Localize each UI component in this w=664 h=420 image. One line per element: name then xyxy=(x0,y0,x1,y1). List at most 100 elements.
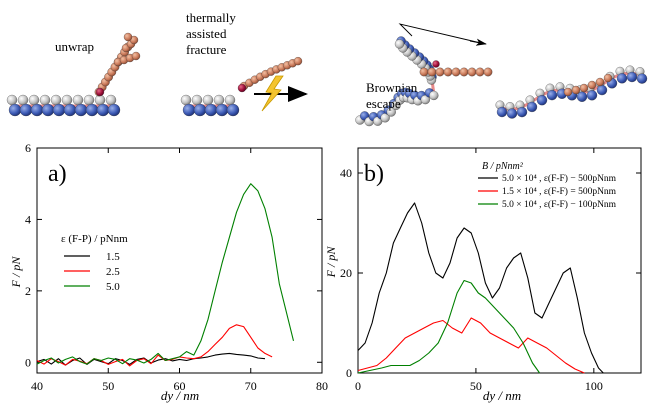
protein-bead xyxy=(52,103,66,117)
panel-a-label: a) xyxy=(48,161,67,187)
protein-bead xyxy=(215,103,229,117)
protein-bead xyxy=(191,94,203,106)
protein-bead xyxy=(496,106,508,118)
polymer-bead xyxy=(131,51,141,61)
protein-bead xyxy=(213,94,225,106)
panel-b-series-line-1 xyxy=(357,317,585,374)
brownian-arrow xyxy=(469,38,487,46)
polymer-bead xyxy=(571,85,581,95)
panel-a-xtick-label: 60 xyxy=(174,379,186,393)
panel-b-xtick-label: 50 xyxy=(470,379,482,393)
protein-bead xyxy=(596,84,608,96)
polymer-bead xyxy=(595,77,605,87)
panel-a-series xyxy=(36,183,295,367)
legend-b-label-1: 1.5 × 10⁴ , ε(F-F) = 500pNnm xyxy=(502,186,617,197)
protein-bead xyxy=(50,94,62,106)
protein-bead xyxy=(516,106,528,118)
protein-bead xyxy=(74,103,88,117)
protein-bead xyxy=(202,94,214,106)
protein-bead xyxy=(226,103,240,117)
panel-b: 0 50 100 0 20 40 b) F / pN dy / nm B / pNnm² … xyxy=(324,147,642,403)
protein-bead xyxy=(28,94,40,106)
polymer-bead xyxy=(587,80,597,90)
panel-a-xtick-label: 40 xyxy=(31,379,43,393)
protein-bead xyxy=(224,94,236,106)
label-thermally: thermally xyxy=(186,10,236,25)
polymer-bead xyxy=(563,87,573,97)
legend-b-label-2: 5.0 × 10⁴ , ε(F-F) − 100pNnm xyxy=(502,199,617,210)
protein-bead xyxy=(526,101,538,113)
protein-bead xyxy=(30,103,44,117)
protein-bead xyxy=(17,94,29,106)
polymer-bead xyxy=(459,67,469,77)
panel-a-ticks: 40 50 60 70 80 0 2 4 6 xyxy=(25,141,328,393)
panel-a-xtick-label: 80 xyxy=(316,379,328,393)
brownian-escape-illustration xyxy=(355,36,493,127)
protein-bead xyxy=(61,94,73,106)
panel-a-xtick-label: 70 xyxy=(245,379,257,393)
legend-a-label-2: 5.0 xyxy=(106,281,120,293)
panel-a-xtick-label: 50 xyxy=(102,379,114,393)
panel-a-series-line-2 xyxy=(36,183,295,365)
protein-bead xyxy=(8,103,22,117)
protein-bead xyxy=(626,71,638,83)
label-fracture: fracture xyxy=(186,42,227,57)
panel-a-ytick-label: 6 xyxy=(25,141,31,155)
protein-bead xyxy=(180,94,192,106)
label-assisted: assisted xyxy=(186,26,227,41)
panel-b-frame xyxy=(357,147,642,374)
panel-a-ytick-label: 2 xyxy=(25,284,31,298)
panel-b-series xyxy=(357,202,604,374)
legend-a-label-1: 2.5 xyxy=(106,266,120,278)
polymer-bead xyxy=(419,67,429,77)
polymer-bead xyxy=(579,83,589,93)
protein-bead xyxy=(19,103,33,117)
protein-bead xyxy=(39,94,51,106)
anchor-bead xyxy=(95,87,105,97)
panel-b-series-line-0 xyxy=(357,202,604,374)
panel-b-ticks: 0 50 100 0 20 40 xyxy=(340,148,641,393)
panel-b-xlabel: dy / nm xyxy=(483,388,521,403)
protein-bead xyxy=(576,91,588,102)
label-escape: escape xyxy=(366,96,401,111)
protein-bead xyxy=(636,73,648,84)
protein-bead xyxy=(616,73,628,84)
protein-bead xyxy=(94,94,106,106)
protein-bead xyxy=(41,103,55,117)
panel-b-series-line-2 xyxy=(357,279,541,374)
label-unwrap: unwrap xyxy=(55,39,94,54)
protein-bead xyxy=(394,39,405,49)
panel-b-ytick-label: 20 xyxy=(340,266,352,280)
label-brownian: Brownian xyxy=(366,80,418,95)
polymer-bead xyxy=(443,67,453,77)
legend-a-label-0: 1.5 xyxy=(106,251,120,263)
escaped-filament-illustration xyxy=(495,65,648,119)
fracture-illustration xyxy=(180,56,303,117)
anchor-bead xyxy=(432,60,440,68)
panel-b-legend-title: B / pNnm² xyxy=(482,161,524,172)
protein-bead xyxy=(6,94,18,106)
protein-bead xyxy=(63,103,77,117)
protein-bead xyxy=(182,103,196,117)
panel-a-legend: ε (F-P) / pNnm 1.5 2.5 5.0 xyxy=(61,233,128,293)
panel-b-ylabel: F / pN xyxy=(324,246,338,279)
legend-b-label-0: 5.0 × 10⁴ , ε(F-F) − 500pNnm xyxy=(502,173,617,184)
panel-a-ytick-label: 0 xyxy=(25,355,31,369)
unwrap-illustration xyxy=(6,32,141,117)
polymer-bead xyxy=(435,67,445,77)
panel-a-xlabel: dy / nm xyxy=(161,388,199,403)
protein-bead xyxy=(546,89,558,101)
protein-bead xyxy=(193,103,207,117)
polymer-bead xyxy=(475,67,485,77)
panel-a-series-line-1 xyxy=(36,324,273,367)
polymer-bead xyxy=(293,56,303,66)
panel-a-frame xyxy=(36,147,323,374)
protein-bead xyxy=(506,108,518,119)
panel-a-ytick-label: 4 xyxy=(25,212,31,226)
panel-b-label: b) xyxy=(364,161,384,187)
panel-b-ytick-label: 40 xyxy=(340,166,352,180)
polymer-bead xyxy=(603,73,613,83)
polymer-bead xyxy=(427,67,437,77)
lightning-icon xyxy=(261,75,284,112)
